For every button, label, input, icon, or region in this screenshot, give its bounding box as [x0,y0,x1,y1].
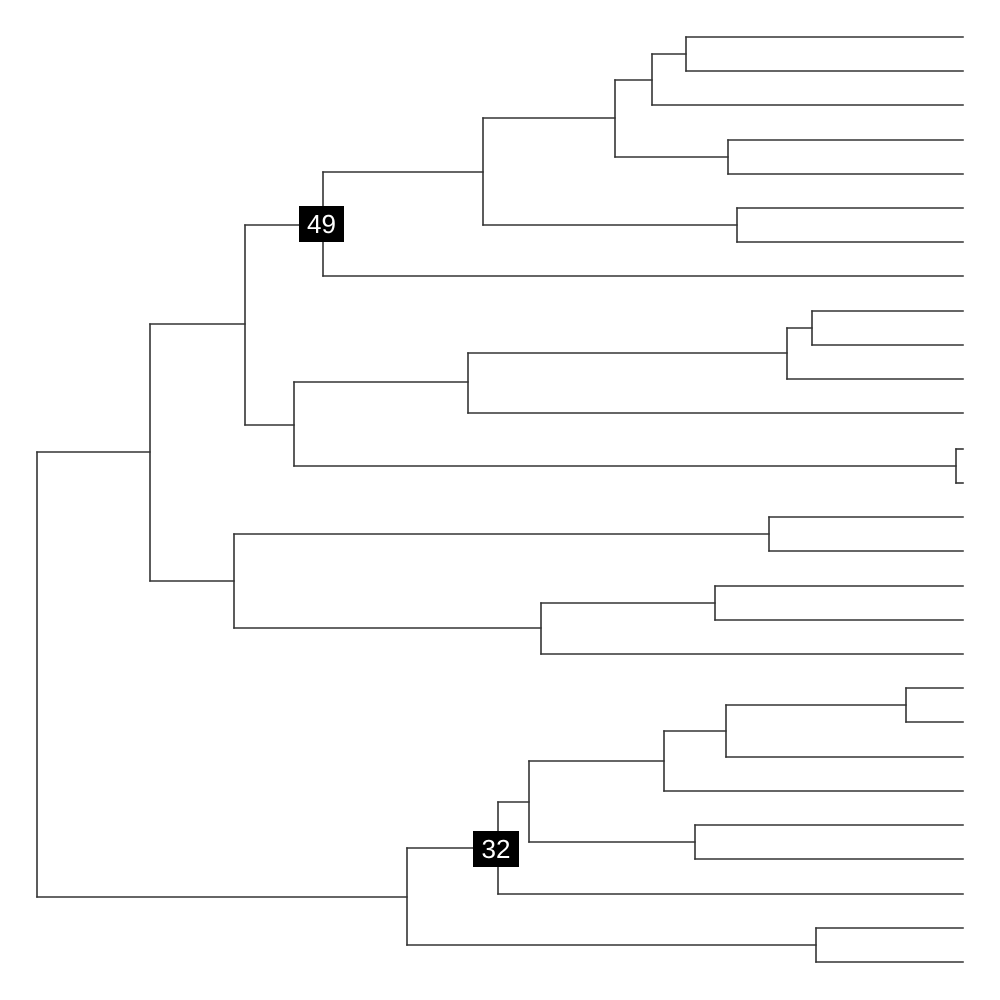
node-label-49: 49 [299,206,344,242]
node-label-32-text: 32 [482,834,511,864]
node-label-32: 32 [473,831,519,867]
node-label-49-text: 49 [307,209,336,239]
node-label-32-box [473,831,519,867]
branches-group [36,36,964,963]
node-label-49-box [299,206,344,242]
